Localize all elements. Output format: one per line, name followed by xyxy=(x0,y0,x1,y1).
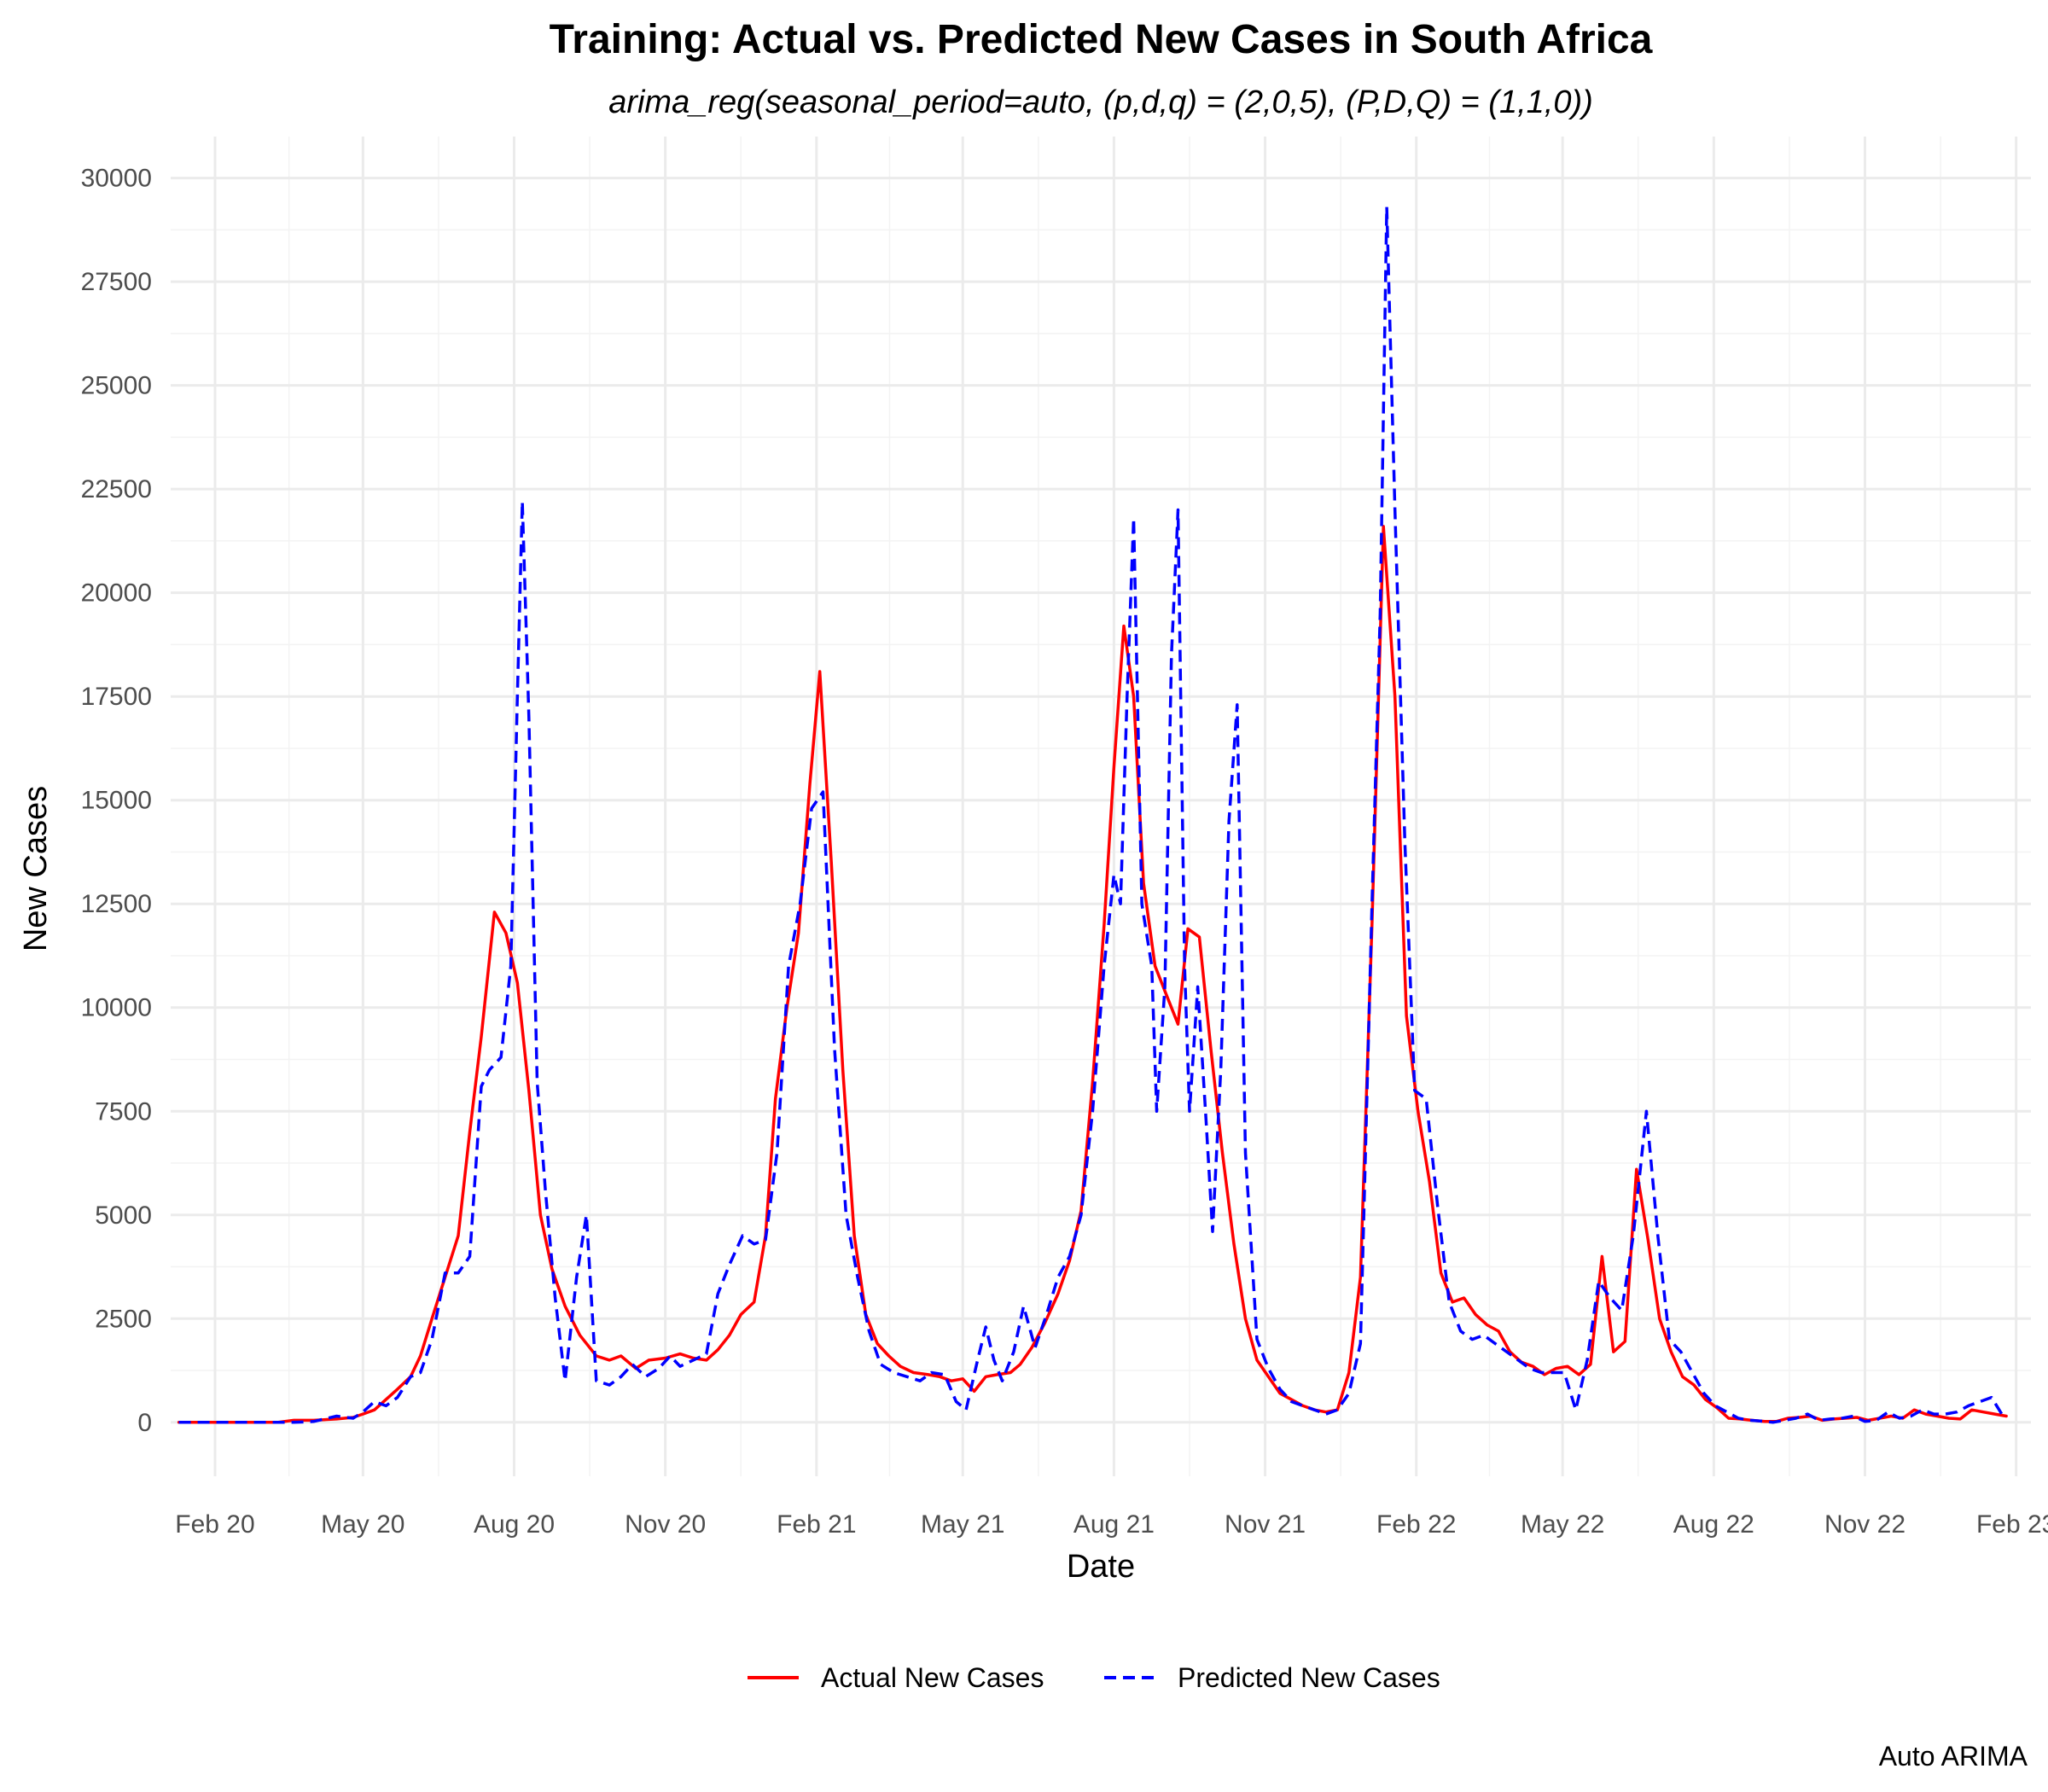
x-tick-label: Aug 21 xyxy=(1073,1510,1155,1539)
chart-subtitle: arima_reg(seasonal_period=auto, (p,d,q) … xyxy=(608,84,1593,120)
x-tick-label: Feb 21 xyxy=(777,1510,856,1539)
legend-label-predicted: Predicted New Cases xyxy=(1178,1662,1440,1693)
x-axis-title: Date xyxy=(1067,1549,1135,1585)
y-tick-label: 7500 xyxy=(95,1097,152,1126)
series-line-actual xyxy=(177,525,2008,1424)
x-tick-label: Aug 22 xyxy=(1673,1510,1754,1539)
y-tick-label: 30000 xyxy=(81,165,152,193)
x-tick-label: Feb 23 xyxy=(1976,1510,2048,1539)
y-tick-label: 12500 xyxy=(81,890,152,918)
legend-label-actual: Actual New Cases xyxy=(821,1662,1044,1693)
chart-title: Training: Actual vs. Predicted New Cases… xyxy=(550,17,1653,62)
y-tick-label: 17500 xyxy=(81,683,152,711)
y-tick-label: 20000 xyxy=(81,579,152,608)
y-tick-label: 2500 xyxy=(95,1305,152,1333)
plot-area xyxy=(177,205,2008,1424)
x-tick-label: May 20 xyxy=(321,1510,404,1539)
y-tick-label: 15000 xyxy=(81,787,152,815)
y-tick-label: 0 xyxy=(137,1409,152,1437)
chart-caption: Auto ARIMA xyxy=(1879,1741,2028,1772)
gridlines xyxy=(171,137,2031,1476)
x-tick-label: Nov 21 xyxy=(1225,1510,1306,1539)
y-tick-label: 27500 xyxy=(81,268,152,296)
y-tick-label: 10000 xyxy=(81,994,152,1022)
x-tick-label: Nov 20 xyxy=(625,1510,706,1539)
x-tick-label: Nov 22 xyxy=(1824,1510,1905,1539)
y-tick-label: 22500 xyxy=(81,475,152,503)
y-axis: 0 2500 5000 7500 10000 12500 15000 17500 20000 22… xyxy=(81,165,152,1437)
x-tick-label: Feb 22 xyxy=(1376,1510,1456,1539)
series-line-predicted xyxy=(178,205,2008,1424)
x-tick-label: May 21 xyxy=(921,1510,1004,1539)
x-tick-label: Feb 20 xyxy=(175,1510,254,1539)
y-tick-label: 5000 xyxy=(95,1201,152,1230)
legend: Actual New Cases Predicted New Cases xyxy=(748,1662,1440,1693)
y-axis-title: New Cases xyxy=(18,786,54,951)
y-tick-label: 25000 xyxy=(81,372,152,400)
x-tick-label: Aug 20 xyxy=(474,1510,555,1539)
x-axis: Feb 20 May 20 Aug 20 Nov 20 Feb 21 May 21 Aug … xyxy=(175,1510,2048,1539)
x-tick-label: May 22 xyxy=(1521,1510,1604,1539)
